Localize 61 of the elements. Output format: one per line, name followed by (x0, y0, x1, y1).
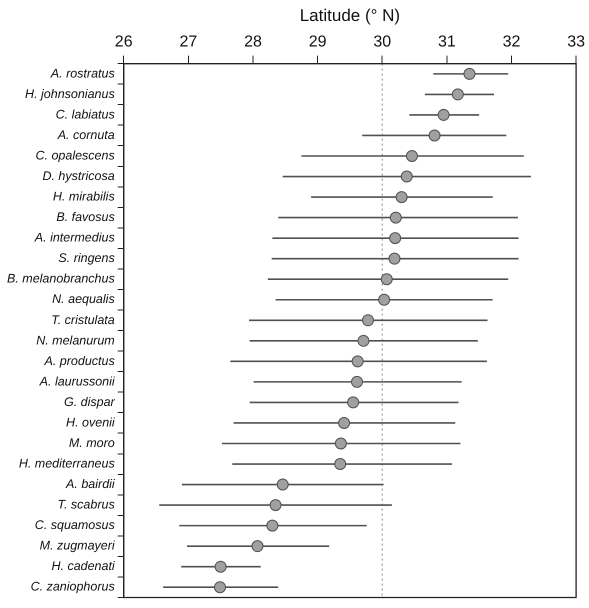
y-tick-label: A. bairdii (65, 477, 116, 492)
point (400, 170, 413, 183)
y-tick-label: B. melanobranchus (7, 272, 115, 286)
point (406, 150, 418, 162)
y-tick-label: C. opalescens (35, 148, 115, 162)
y-tick-label: A. laurussonii (38, 374, 116, 388)
point (438, 108, 450, 121)
y-tick-label: A. intermedius (34, 230, 115, 245)
x-tick-label: 33 (567, 33, 586, 50)
point (270, 499, 282, 512)
y-tick-label: G. dispar (64, 394, 116, 409)
point (388, 252, 400, 265)
point (266, 520, 278, 532)
y-tick-label: H. mirabilis (52, 190, 115, 204)
x-axis-title: Latitude (° N) (300, 6, 400, 25)
point (357, 334, 370, 347)
point (428, 129, 441, 142)
point (378, 294, 390, 306)
y-tick-label: M. moro (68, 436, 115, 450)
point (389, 232, 402, 244)
x-tick-label: 30 (373, 33, 392, 50)
y-tick-label: H. cadenati (51, 559, 116, 574)
point (214, 560, 227, 573)
y-tick-label: B. favosus (56, 210, 115, 224)
x-tick-label: 26 (114, 33, 133, 50)
point (214, 581, 226, 594)
x-tick-label: 32 (502, 33, 520, 50)
point (276, 478, 289, 491)
point (334, 437, 347, 450)
x-tick-label: 28 (244, 33, 262, 50)
y-tick-label: M. zugmayeri (40, 538, 116, 553)
point (351, 376, 364, 388)
x-tick-label: 31 (438, 33, 456, 50)
y-tick-label: D. hystricosa (42, 169, 115, 184)
y-tick-label: C. zaniophorus (30, 580, 115, 594)
y-tick-label: T. cristulata (51, 312, 115, 327)
y-tick-label: H. ovenii (66, 415, 116, 430)
y-tick-label: T. scabrus (58, 498, 115, 512)
point (452, 88, 464, 100)
y-tick-label: C. squamosus (34, 518, 115, 532)
y-tick-label: A. rostratus (50, 66, 115, 80)
point (338, 416, 350, 429)
point (396, 191, 408, 204)
y-tick-label: S. ringens (58, 251, 115, 266)
point (463, 68, 476, 80)
point (334, 458, 346, 470)
y-tick-label: N. melanurum (36, 333, 115, 348)
point (251, 540, 264, 552)
y-tick-label: A. cornuta (56, 128, 115, 142)
point (347, 396, 360, 408)
point (380, 273, 393, 286)
y-tick-label: N. aequalis (52, 292, 115, 306)
point (362, 314, 374, 326)
point (390, 212, 402, 224)
y-tick-label: A. productus (44, 354, 115, 368)
x-tick-label: 29 (308, 33, 327, 50)
y-tick-label: H. mediterraneus (18, 456, 115, 471)
y-tick-label: H. johnsonianus (25, 86, 115, 101)
x-tick-label: 27 (179, 33, 198, 50)
point (352, 355, 364, 368)
y-tick-label: C. labiatus (56, 107, 115, 122)
